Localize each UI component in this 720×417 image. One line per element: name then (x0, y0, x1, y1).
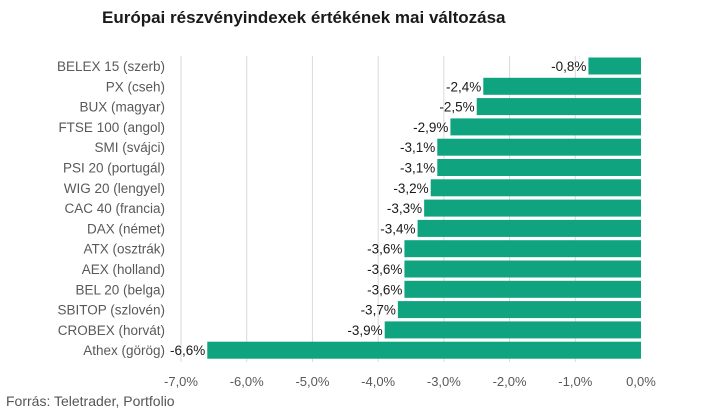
category-label: PSI 20 (portugál) (63, 161, 165, 176)
chart-source: Forrás: Teletrader, Portfolio (6, 393, 175, 409)
data-label: -2,5% (439, 100, 474, 115)
data-label: -3,7% (361, 303, 396, 318)
x-tick-label: -3,0% (427, 374, 461, 389)
category-label: Athex (görög) (83, 343, 165, 358)
bar (424, 199, 641, 217)
bar (437, 159, 641, 176)
data-label: -6,6% (170, 343, 205, 358)
bar (450, 118, 641, 136)
data-label: -2,4% (446, 79, 481, 94)
bar (404, 260, 641, 278)
data-label: -3,6% (367, 242, 402, 257)
category-label: SBITOP (szlovén) (57, 303, 165, 318)
x-tick-label: -2,0% (493, 374, 527, 389)
bar (437, 138, 641, 156)
bar (404, 240, 641, 258)
bar (417, 219, 641, 237)
category-label: AEX (holland) (82, 262, 165, 277)
bar (476, 98, 641, 116)
category-label: CAC 40 (francia) (64, 201, 165, 216)
data-label: -3,6% (367, 262, 402, 277)
x-tick-label: -7,0% (164, 374, 198, 389)
data-label: -3,2% (393, 181, 428, 196)
category-label: BEL 20 (belga) (75, 282, 165, 297)
category-label: FTSE 100 (angol) (58, 120, 165, 135)
x-tick-label: -6,0% (230, 374, 264, 389)
category-label: CROBEX (horvát) (58, 323, 165, 338)
data-label: -3,4% (380, 221, 415, 236)
category-label: BUX (magyar) (79, 100, 165, 115)
data-label: -3,1% (400, 140, 435, 155)
data-label: -3,6% (367, 282, 402, 297)
category-label: SMI (svájci) (95, 140, 166, 155)
data-label: -0,8% (551, 59, 586, 74)
data-label: -3,1% (400, 161, 435, 176)
x-tick-label: -1,0% (558, 374, 592, 389)
x-tick-label: -4,0% (361, 374, 395, 389)
bar (384, 321, 641, 339)
category-label: ATX (osztrák) (83, 242, 165, 257)
bar (483, 77, 641, 95)
x-tick-label: -5,0% (295, 374, 329, 389)
bar (397, 301, 641, 319)
bar (430, 179, 641, 197)
category-label: WIG 20 (lengyel) (64, 181, 165, 196)
chart-title: Európai részvényindexek értékének mai vá… (102, 8, 506, 27)
category-label: PX (cseh) (106, 79, 165, 94)
data-label: -3,3% (387, 201, 422, 216)
bar (207, 341, 642, 359)
x-tick-label: 0,0% (626, 374, 656, 389)
data-label: -2,9% (413, 120, 448, 135)
bar (588, 57, 641, 75)
bar (404, 280, 641, 298)
category-label: DAX (német) (87, 221, 165, 236)
data-label: -3,9% (347, 323, 382, 338)
category-label: BELEX 15 (szerb) (57, 59, 165, 74)
